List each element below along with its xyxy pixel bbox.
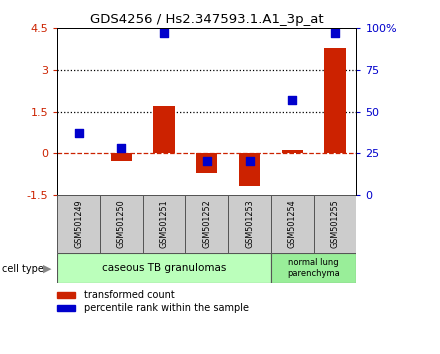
FancyBboxPatch shape <box>271 253 356 283</box>
Text: ▶: ▶ <box>44 264 52 274</box>
Text: normal lung
parenchyma: normal lung parenchyma <box>287 258 340 278</box>
Text: GSM501252: GSM501252 <box>202 200 211 248</box>
FancyBboxPatch shape <box>271 195 314 253</box>
FancyBboxPatch shape <box>228 195 271 253</box>
Bar <box>196 153 217 172</box>
Text: GSM501251: GSM501251 <box>160 200 169 248</box>
Text: transformed count: transformed count <box>84 290 174 300</box>
Point <box>118 145 125 151</box>
Bar <box>282 150 303 153</box>
FancyBboxPatch shape <box>143 195 185 253</box>
FancyBboxPatch shape <box>185 195 228 253</box>
Text: GSM501249: GSM501249 <box>74 200 83 248</box>
Point <box>289 97 296 103</box>
Point <box>203 159 210 164</box>
FancyBboxPatch shape <box>57 253 271 283</box>
FancyBboxPatch shape <box>314 195 356 253</box>
Bar <box>239 153 260 186</box>
Text: percentile rank within the sample: percentile rank within the sample <box>84 303 249 313</box>
Text: cell type: cell type <box>2 264 44 274</box>
Text: caseous TB granulomas: caseous TB granulomas <box>102 263 226 273</box>
Point <box>75 130 82 136</box>
Text: GSM501254: GSM501254 <box>288 200 297 248</box>
Bar <box>324 48 346 153</box>
Text: GSM501255: GSM501255 <box>330 200 340 248</box>
Bar <box>154 106 175 153</box>
FancyBboxPatch shape <box>100 195 143 253</box>
FancyBboxPatch shape <box>57 195 100 253</box>
Text: GSM501253: GSM501253 <box>245 200 254 248</box>
Point <box>246 159 253 164</box>
Bar <box>110 153 132 161</box>
Point <box>161 30 168 36</box>
Title: GDS4256 / Hs2.347593.1.A1_3p_at: GDS4256 / Hs2.347593.1.A1_3p_at <box>90 13 323 26</box>
Text: GSM501250: GSM501250 <box>117 200 126 248</box>
Point <box>331 30 338 36</box>
